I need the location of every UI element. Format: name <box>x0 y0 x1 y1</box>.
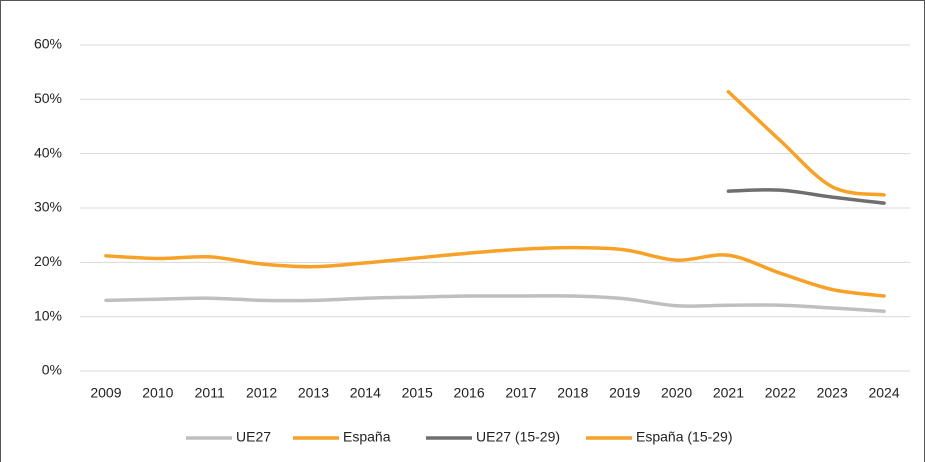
x-tick-label: 2021 <box>713 385 744 401</box>
series-line <box>726 89 886 197</box>
legend-label: España (15-29) <box>636 429 733 445</box>
legend-label: UE27 (15-29) <box>476 429 560 445</box>
x-tick-label: 2013 <box>298 385 329 401</box>
x-tick-label: 2011 <box>195 385 225 401</box>
x-tick-label: 2020 <box>661 385 692 401</box>
y-tick-label: 50% <box>34 90 62 106</box>
series-line <box>104 245 886 298</box>
x-tick-label: 2019 <box>609 385 640 401</box>
y-tick-label: 20% <box>34 253 62 269</box>
y-tick-label: 0% <box>42 362 62 378</box>
legend-label: España <box>343 429 391 445</box>
y-tick-label: 10% <box>34 307 62 323</box>
y-tick-label: 40% <box>34 144 62 160</box>
series-line <box>104 294 886 313</box>
y-tick-label: 60% <box>34 36 62 52</box>
x-tick-label: 2024 <box>868 385 899 401</box>
legend-label: UE27 <box>236 429 271 445</box>
x-tick-label: 2017 <box>505 385 536 401</box>
series-line <box>726 188 886 205</box>
x-tick-label: 2022 <box>765 385 796 401</box>
x-tick-label: 2009 <box>90 385 121 401</box>
x-tick-label: 2016 <box>453 385 484 401</box>
y-tick-label: 30% <box>34 199 62 215</box>
x-tick-label: 2010 <box>142 385 173 401</box>
x-tick-label: 2023 <box>817 385 848 401</box>
x-tick-label: 2018 <box>557 385 588 401</box>
x-tick-label: 2015 <box>402 385 433 401</box>
x-tick-label: 2012 <box>246 385 277 401</box>
x-tick-label: 2014 <box>350 385 381 401</box>
